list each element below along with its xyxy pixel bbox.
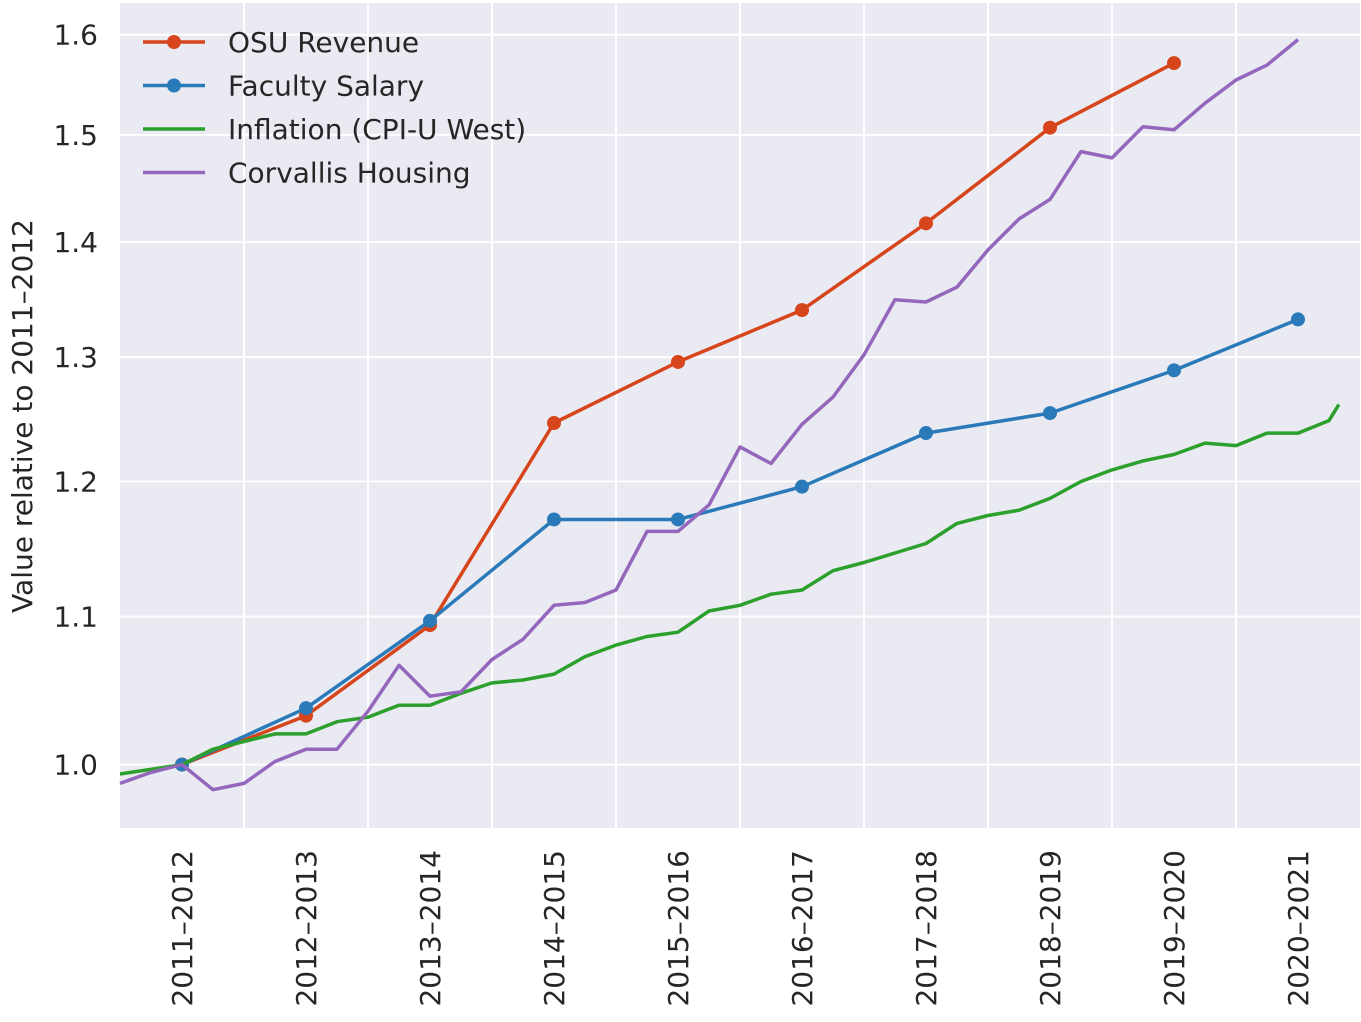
point <box>671 512 685 527</box>
point <box>919 426 933 441</box>
point <box>919 216 933 231</box>
series-line <box>119 38 1300 792</box>
point <box>1291 312 1305 327</box>
y-tick-label: 1.5 <box>53 119 98 152</box>
point <box>1167 56 1181 71</box>
y-axis-label: Value relative to 2011–2012 <box>6 219 39 613</box>
x-tick-label: 2020–2021 <box>1282 850 1315 1007</box>
y-tick-label: 1.2 <box>53 465 98 498</box>
point <box>1167 363 1181 378</box>
point <box>423 613 437 628</box>
legend-label: OSU Revenue <box>228 26 419 59</box>
point <box>671 354 685 369</box>
legend-marker <box>167 35 181 49</box>
x-tick-label: 2018–2019 <box>1034 850 1067 1007</box>
series-line <box>181 317 1299 767</box>
y-tick-label: 1.1 <box>53 601 98 634</box>
x-tick-label: 2015–2016 <box>662 850 695 1007</box>
point <box>795 479 809 494</box>
legend-label: Faculty Salary <box>228 70 424 103</box>
legend-marker <box>167 78 181 93</box>
point <box>547 416 561 431</box>
x-tick-label: 2011–2012 <box>166 850 199 1007</box>
point <box>1043 120 1057 135</box>
x-tick-label: 2013–2014 <box>414 850 447 1007</box>
series-line <box>119 403 1341 776</box>
legend-label: Corvallis Housing <box>228 157 471 190</box>
point <box>299 701 313 716</box>
y-tick-label: 1.0 <box>53 749 98 782</box>
legend-label: Inflation (CPI-U West) <box>228 113 526 146</box>
x-tick-label: 2012–2013 <box>290 850 323 1007</box>
x-tick-label: 2019–2020 <box>1158 850 1191 1007</box>
point <box>795 303 809 318</box>
x-tick-label: 2014–2015 <box>538 850 571 1007</box>
x-tick-label: 2016–2017 <box>786 850 819 1007</box>
x-tick-label: 2017–2018 <box>910 850 943 1007</box>
point <box>1043 406 1057 421</box>
point <box>547 512 561 527</box>
y-tick-label: 1.4 <box>53 226 98 259</box>
y-tick-label: 1.3 <box>53 341 98 374</box>
y-tick-label: 1.6 <box>53 19 98 52</box>
